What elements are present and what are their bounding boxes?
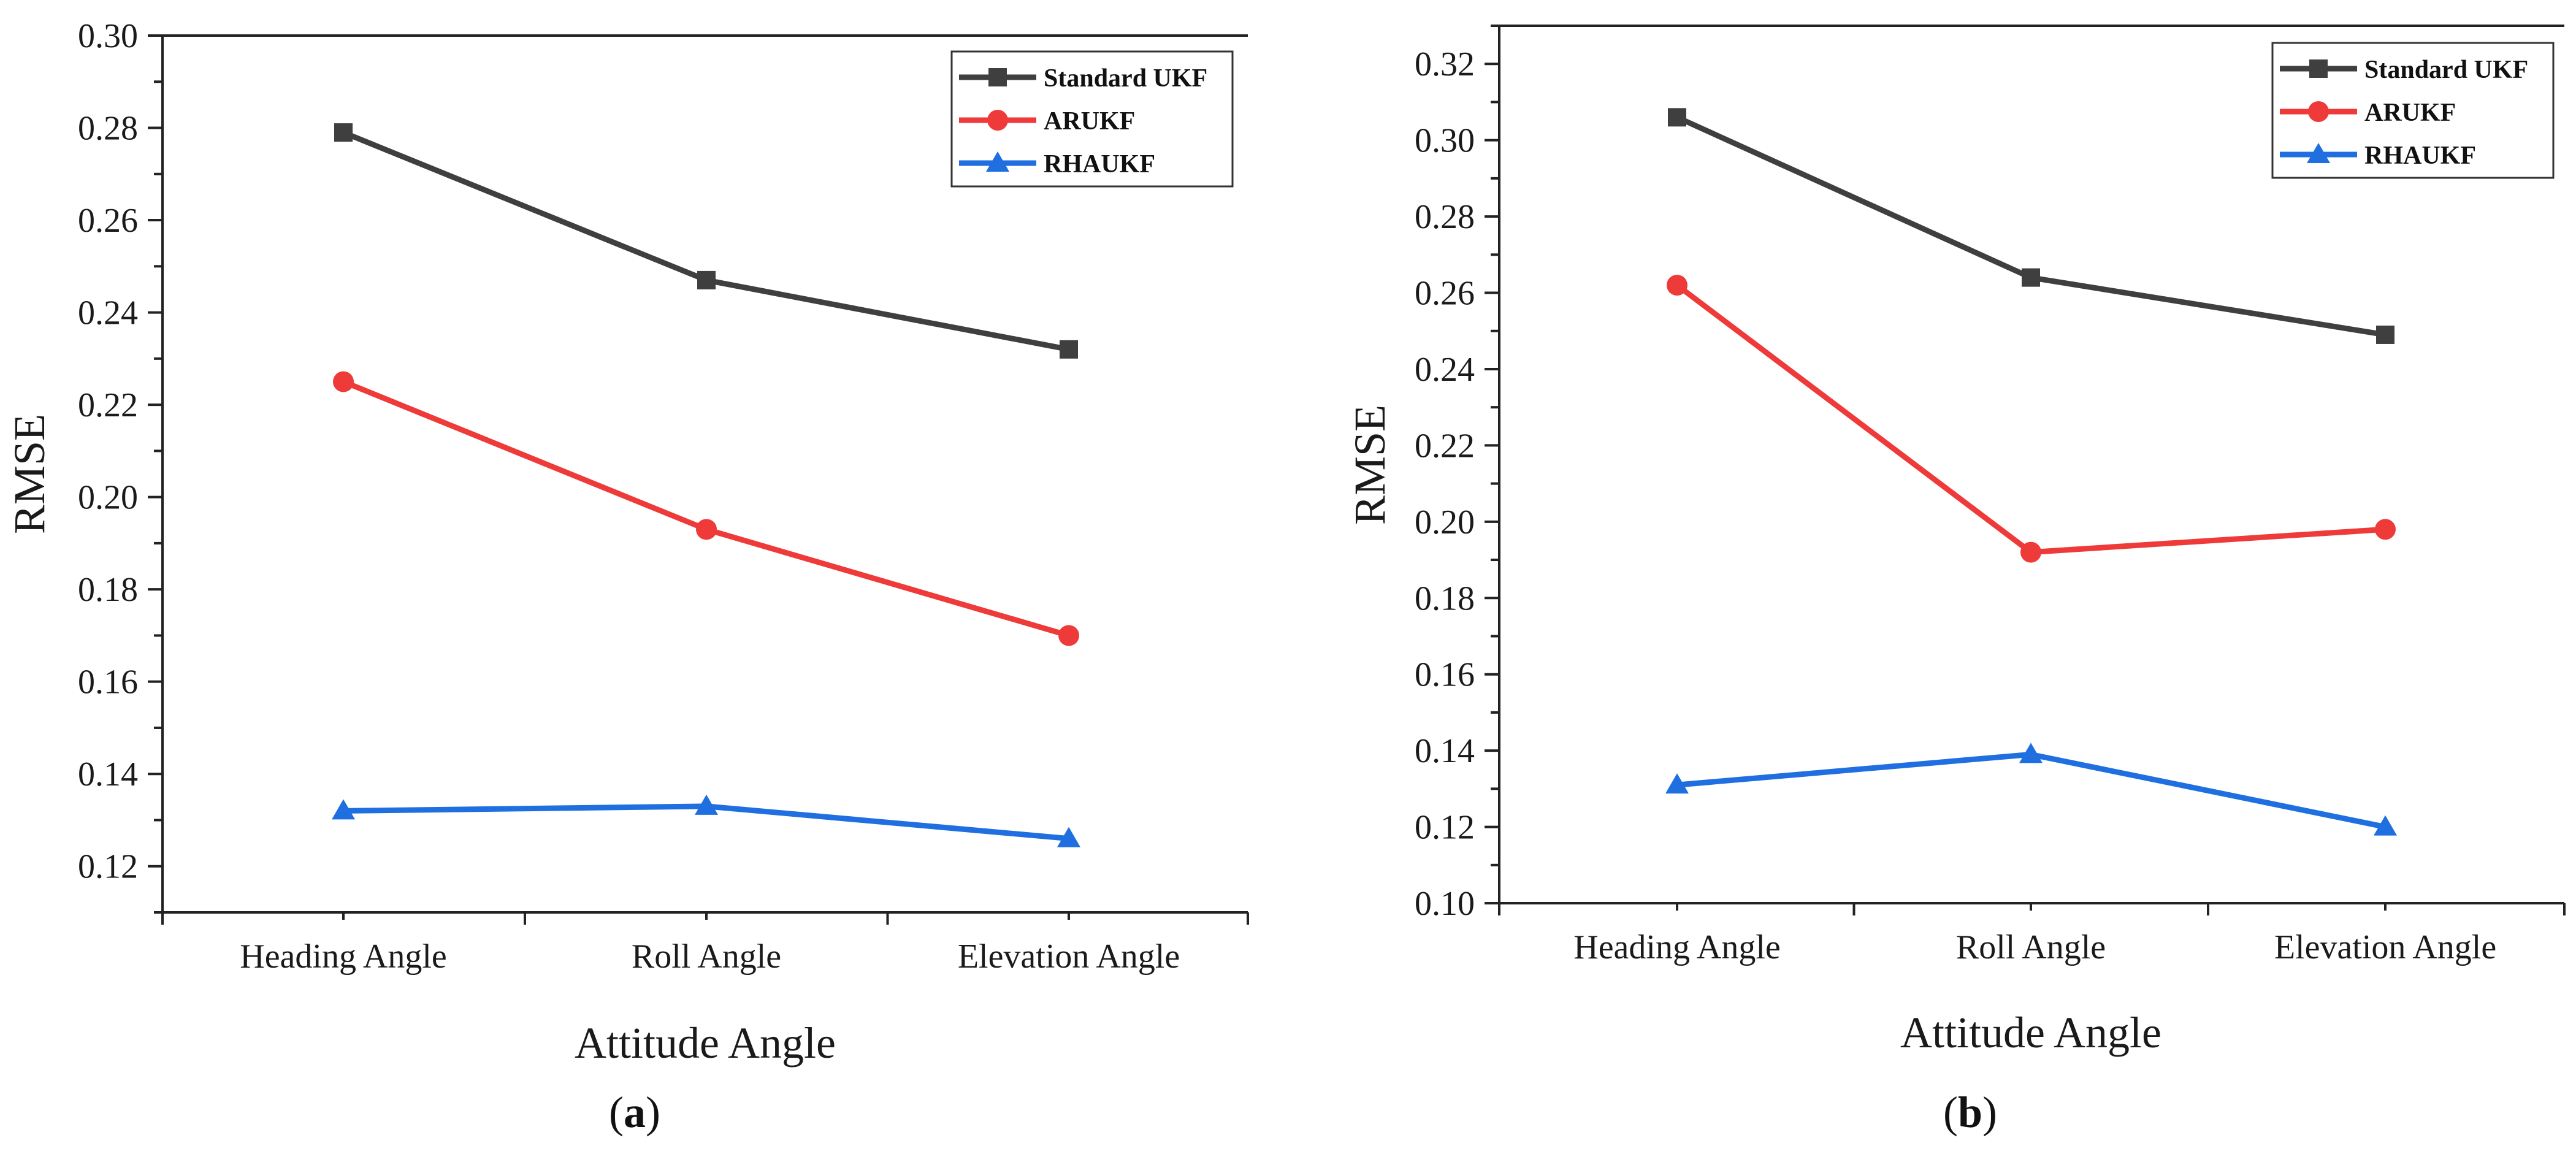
- chart-b-legend-label: ARUKF: [2364, 99, 2456, 127]
- chart-b-y-tick-label: 0.32: [1415, 45, 1475, 83]
- chart-a-x-tick-label: Roll Angle: [632, 938, 781, 976]
- chart-a-y-tick-label: 0.20: [78, 479, 138, 517]
- chart-b-y-tick-label: 0.18: [1415, 579, 1475, 617]
- chart-b-y-tick-label: 0.20: [1415, 503, 1475, 541]
- chart-b-y-tick-label: 0.14: [1415, 732, 1475, 770]
- chart-a-legend-swatch-marker: [986, 151, 1009, 172]
- chart-b-legend-swatch-marker: [2309, 59, 2328, 78]
- chart-a-y-axis-title: RMSE: [5, 414, 54, 534]
- chart-b-legend-swatch-marker: [2307, 143, 2330, 163]
- chart-a-legend-label: RHAUKF: [1044, 150, 1155, 178]
- chart-a-data-point: [695, 794, 718, 815]
- chart-b-data-point: [2374, 815, 2397, 836]
- chart-a-legend-label: Standard UKF: [1044, 64, 1207, 93]
- chart-b-data-point: [2375, 519, 2396, 540]
- chart-b-x-tick-label: Roll Angle: [1956, 928, 2106, 966]
- chart-b-data-point: [2019, 743, 2043, 763]
- chart-a-y-tick-label: 0.18: [78, 571, 138, 609]
- chart-b-y-tick-label: 0.26: [1415, 275, 1475, 313]
- chart-a-y-tick-label: 0.26: [78, 202, 138, 240]
- chart-a-y-tick-label: 0.22: [78, 386, 138, 424]
- chart-a-y-tick-label: 0.16: [78, 663, 138, 701]
- chart-a: 0.12 0.14 0.16 0.18 0.20 0.22 0.24 0.26 0.28 0.30…: [5, 17, 1249, 1068]
- chart-b-x-tick-label: Heading Angle: [1573, 928, 1780, 966]
- chart-a-y-tick-label: 0.12: [78, 848, 138, 886]
- panel-a-caption: (a): [609, 1088, 660, 1137]
- chart-b-series-line: [1675, 283, 2386, 556]
- chart-b-data-point: [1665, 773, 1689, 794]
- chart-a-legend-swatch-marker: [988, 68, 1007, 86]
- chart-b-data-point: [2022, 268, 2040, 287]
- chart-a-series-standard-ukf: [334, 123, 1078, 359]
- chart-a-y-tick-label: 0.30: [78, 17, 138, 55]
- chart-b-y-tick-label: 0.24: [1415, 351, 1475, 389]
- chart-b-y-tick-label: 0.10: [1415, 885, 1475, 923]
- chart-b-data-point: [2020, 541, 2041, 563]
- chart-b-legend-label: Standard UKF: [2364, 56, 2528, 84]
- chart-b-axes: 0.10 0.12 0.14 0.16 0.18 0.20 0.22 0.24 0.26 0.28…: [1415, 25, 2566, 966]
- chart-a-data-point: [696, 519, 717, 540]
- chart-b-y-tick-label: 0.30: [1415, 122, 1475, 160]
- chart-a-x-tick-label: Heading Angle: [240, 938, 446, 976]
- chart-a-series-arukf: [333, 371, 1079, 646]
- chart-b-series-line: [1676, 751, 2386, 830]
- chart-a-data-point: [333, 371, 354, 392]
- chart-b-x-tick-label: Elevation Angle: [2274, 928, 2496, 966]
- chart-a-legend-label: ARUKF: [1044, 107, 1135, 136]
- chart-a-x-tick-label: Elevation Angle: [958, 938, 1180, 976]
- chart-a-y-tick-label: 0.14: [78, 755, 138, 793]
- chart-a-data-point: [697, 270, 716, 289]
- chart-b-series-standard-ukf: [1668, 108, 2394, 344]
- chart-b-series-rhaukf: [1665, 743, 2397, 836]
- panel-b-caption: (b): [1943, 1088, 1997, 1137]
- chart-b-legend-swatch-marker: [2308, 101, 2329, 122]
- chart-b-legend: Standard UKF ARUKF RHAUKF: [2271, 42, 2555, 179]
- chart-a-data-point: [332, 799, 355, 820]
- chart-a-data-point: [334, 123, 353, 142]
- chart-a-data-point: [1060, 340, 1078, 359]
- chart-a-x-axis-title: Attitude Angle: [575, 1018, 836, 1068]
- chart-b: 0.10 0.12 0.14 0.16 0.18 0.20 0.22 0.24 0.26 0.28…: [1345, 25, 2566, 1057]
- chart-a-series-rhaukf: [332, 794, 1080, 847]
- chart-a-y-tick-label: 0.28: [78, 110, 138, 148]
- chart-b-y-tick-label: 0.22: [1415, 427, 1475, 465]
- chart-b-data-point: [1667, 275, 1687, 296]
- chart-b-x-axis-title: Attitude Angle: [1900, 1008, 2161, 1057]
- chart-a-data-point: [1058, 625, 1079, 646]
- chart-b-series-arukf: [1667, 275, 2396, 563]
- chart-a-legend-swatch-marker: [987, 110, 1008, 131]
- chart-b-y-tick-label: 0.12: [1415, 809, 1475, 847]
- chart-b-y-tick-label: 0.28: [1415, 198, 1475, 236]
- chart-b-y-tick-label: 0.16: [1415, 656, 1475, 694]
- chart-a-axes: 0.12 0.14 0.16 0.18 0.20 0.22 0.24 0.26 0.28 0.30…: [78, 17, 1249, 976]
- chart-b-data-point: [2376, 325, 2394, 344]
- chart-a-legend: Standard UKF ARUKF RHAUKF: [950, 50, 1234, 188]
- chart-a-series-line: [342, 379, 1070, 638]
- chart-a-data-point: [1057, 827, 1080, 847]
- chart-a-y-tick-label: 0.24: [78, 294, 138, 332]
- chart-b-legend-label: RHAUKF: [2364, 142, 2476, 170]
- chart-b-data-point: [1668, 108, 1686, 127]
- chart-b-y-axis-title: RMSE: [1345, 405, 1394, 525]
